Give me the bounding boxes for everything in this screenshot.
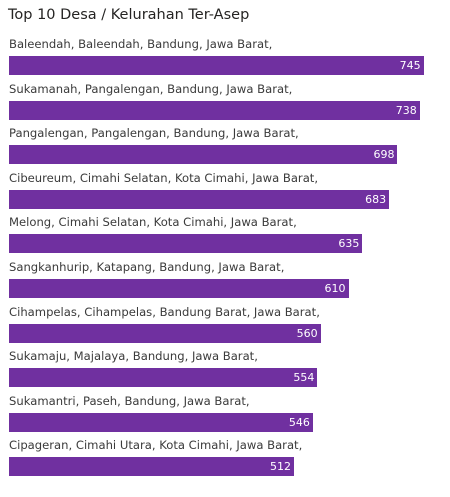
bar[interactable]: 512 (9, 457, 294, 476)
bar[interactable]: 610 (9, 279, 349, 298)
category-label: Cipageran, Cimahi Utara, Kota Cimahi, Ja… (9, 438, 302, 452)
category-label: Cibeureum, Cimahi Selatan, Kota Cimahi, … (9, 171, 318, 185)
category-label: Melong, Cimahi Selatan, Kota Cimahi, Jaw… (9, 215, 297, 229)
data-label: 698 (373, 147, 394, 162)
category-label: Sukamaju, Majalaya, Bandung, Jawa Barat, (9, 349, 258, 363)
bar[interactable]: 554 (9, 368, 317, 387)
category-label: Pangalengan, Pangalengan, Bandung, Jawa … (9, 126, 299, 140)
data-label: 546 (289, 415, 310, 430)
data-label: 560 (297, 326, 318, 341)
bar[interactable]: 745 (9, 56, 424, 75)
bar[interactable]: 698 (9, 145, 397, 164)
data-label: 738 (396, 103, 417, 118)
data-label: 512 (270, 459, 291, 474)
category-label: Cihampelas, Cihampelas, Bandung Barat, J… (9, 305, 320, 319)
bar[interactable]: 635 (9, 234, 362, 253)
bar[interactable]: 738 (9, 101, 420, 120)
category-label: Sukamanah, Pangalengan, Bandung, Jawa Ba… (9, 82, 292, 96)
bar[interactable]: 546 (9, 413, 313, 432)
data-label: 683 (365, 192, 386, 207)
category-label: Sukamantri, Paseh, Bandung, Jawa Barat, (9, 394, 250, 408)
data-label: 635 (338, 236, 359, 251)
data-label: 745 (400, 58, 421, 73)
category-label: Sangkanhurip, Katapang, Bandung, Jawa Ba… (9, 260, 284, 274)
data-label: 554 (293, 370, 314, 385)
category-label: Baleendah, Baleendah, Bandung, Jawa Bara… (9, 37, 272, 51)
data-label: 610 (325, 281, 346, 296)
bar[interactable]: 560 (9, 324, 321, 343)
bar[interactable]: 683 (9, 190, 389, 209)
